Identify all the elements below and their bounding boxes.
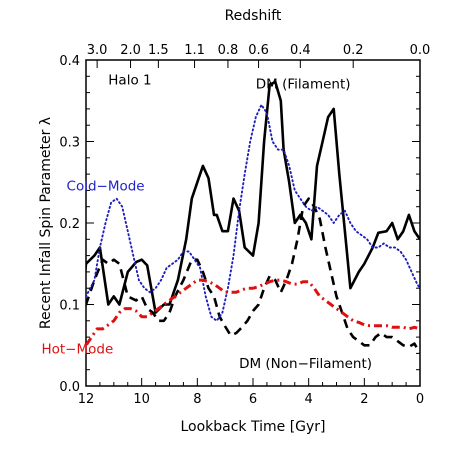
series-line-dashed bbox=[86, 197, 420, 355]
y-tick-label: 0.2 bbox=[59, 217, 80, 232]
x-tick-label: 12 bbox=[78, 392, 95, 407]
annotation: Cold−Mode bbox=[67, 178, 145, 194]
top-tick-label: 3.0 bbox=[87, 43, 108, 58]
x-tick-label: 10 bbox=[133, 392, 150, 407]
top-tick-label: 1.1 bbox=[184, 43, 205, 58]
annotation: DM (Filament) bbox=[256, 77, 351, 93]
y-axis-title: Recent Infall Spin Parameter λ bbox=[38, 117, 54, 329]
top-tick-label: 0.6 bbox=[248, 43, 269, 58]
series-line-solid bbox=[86, 80, 420, 314]
series-line-dotted bbox=[86, 103, 420, 322]
top-tick-label: 0.2 bbox=[343, 43, 364, 58]
y-tick-label: 0.4 bbox=[59, 54, 80, 69]
annotation: Halo 1 bbox=[108, 72, 151, 88]
x-axis-title: Lookback Time [Gyr] bbox=[180, 419, 325, 435]
top-tick-label: 0.8 bbox=[218, 43, 239, 58]
top-axis-title: Redshift bbox=[225, 8, 282, 24]
y-tick-label: 0.3 bbox=[59, 136, 80, 151]
top-tick-label: 1.5 bbox=[148, 43, 169, 58]
top-tick-label: 0.4 bbox=[290, 43, 311, 58]
top-tick-label: 2.0 bbox=[120, 43, 141, 58]
annotation: Hot−Mode bbox=[41, 341, 113, 357]
x-tick-label: 6 bbox=[249, 392, 257, 407]
y-tick-label: 0.1 bbox=[59, 299, 80, 314]
x-tick-label: 2 bbox=[360, 392, 368, 407]
x-tick-label: 4 bbox=[305, 392, 313, 407]
annotation: DM (Non−Filament) bbox=[239, 356, 372, 372]
x-tick-label: 8 bbox=[193, 392, 201, 407]
series-line-dashdot bbox=[86, 278, 420, 350]
y-tick-label: 0.0 bbox=[59, 380, 80, 395]
plot-frame bbox=[85, 59, 421, 387]
top-tick-label: 0.0 bbox=[410, 43, 431, 58]
x-tick-label: 0 bbox=[416, 392, 424, 407]
